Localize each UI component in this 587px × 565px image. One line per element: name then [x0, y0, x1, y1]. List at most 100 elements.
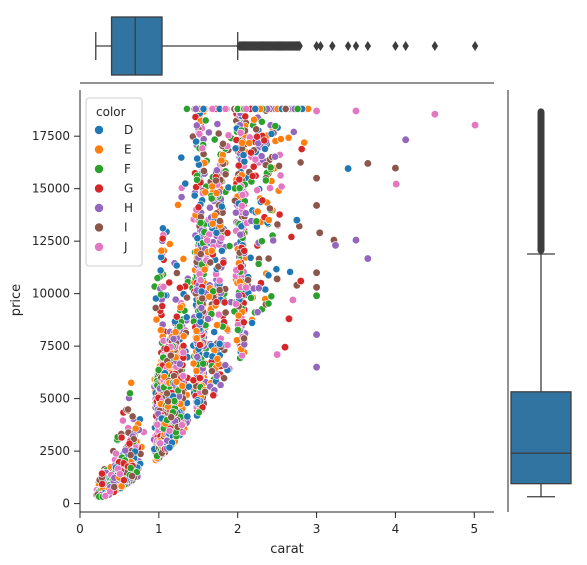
scatter-point [215, 217, 224, 225]
scatter-point [253, 186, 262, 195]
scatter-point [312, 174, 321, 183]
scatter-point [192, 366, 201, 375]
scatter-point [284, 314, 294, 323]
scatter-point [152, 315, 161, 324]
scatter-point [182, 313, 191, 322]
scatter-point [223, 228, 232, 237]
scatter-point [171, 328, 180, 337]
y-tick-label: 12500 [32, 234, 70, 248]
scatter-point [116, 469, 124, 478]
scatter-point [208, 219, 217, 228]
scatter-point [205, 203, 214, 212]
scatter-point [189, 359, 198, 368]
scatter-point [261, 144, 269, 153]
scatter-point [249, 162, 258, 171]
scatter-point [264, 271, 273, 280]
scatter-point [175, 322, 184, 331]
scatter-point [172, 261, 181, 270]
scatter-point [124, 405, 132, 414]
scatter-point [272, 265, 281, 274]
scatter-point [172, 377, 181, 386]
scatter-point [183, 412, 192, 421]
scatter-point [165, 443, 174, 452]
scatter-point [261, 285, 270, 294]
scatter-point [300, 138, 309, 147]
scatter-point [200, 167, 208, 175]
scatter-point [193, 398, 202, 407]
scatter-point [179, 371, 188, 380]
scatter-point [253, 132, 261, 141]
scatter-point [272, 350, 282, 359]
scatter-point [182, 105, 191, 113]
scatter-point [264, 216, 273, 224]
scatter-point [193, 352, 202, 361]
scatter-point [251, 105, 260, 113]
scatter-point [287, 232, 296, 241]
y-tick-label: 15000 [32, 182, 70, 196]
scatter-point [264, 299, 273, 308]
scatter-point [234, 311, 243, 320]
scatter-point [276, 135, 285, 143]
scatter-point [164, 397, 172, 406]
scatter-point [178, 381, 187, 390]
scatter-point [275, 210, 284, 219]
scatter-point [172, 312, 181, 321]
top-box-outlier [317, 41, 324, 51]
scatter-point [179, 348, 188, 357]
scatter-point [195, 341, 204, 349]
scatter-point [165, 278, 174, 287]
scatter-point [215, 276, 224, 285]
scatter-point [196, 250, 205, 258]
scatter-point [225, 242, 234, 250]
scatter-point [203, 236, 212, 245]
top-box-outlier [344, 41, 352, 51]
scatter-point [266, 163, 275, 172]
scatter-point [351, 106, 361, 116]
scatter-point [177, 421, 186, 429]
scatter-point [207, 194, 216, 203]
scatter-point [159, 282, 168, 291]
scatter-point [166, 351, 175, 360]
scatter-point [351, 235, 361, 245]
scatter-point [192, 334, 201, 343]
scatter-point [127, 378, 136, 387]
scatter-point [179, 254, 188, 263]
scatter-point [241, 112, 250, 121]
scatter-point [153, 274, 162, 282]
marginal-boxplot-y [507, 90, 572, 512]
scatter-point [261, 176, 270, 185]
y-tick-label: 0 [62, 497, 70, 511]
y-tick-label: 10000 [32, 287, 70, 301]
scatter-point [171, 295, 180, 304]
scatter-point [312, 291, 321, 300]
scatter-point [296, 158, 305, 167]
scatter-point [110, 483, 119, 491]
x-tick-label: 5 [470, 522, 478, 536]
x-tick-label: 4 [392, 522, 400, 536]
scatter-point [238, 138, 247, 147]
scatter-point [277, 182, 286, 191]
scatter-point [179, 341, 188, 350]
scatter-point [117, 433, 126, 442]
scatter-point [197, 303, 206, 312]
y-tick-label: 17500 [32, 129, 70, 143]
scatter-point [280, 343, 290, 352]
scatter-point [201, 387, 209, 396]
scatter-point [296, 276, 305, 286]
scatter-point [157, 246, 166, 255]
scatter-point [192, 137, 200, 146]
scatter-point [265, 204, 274, 213]
scatter-point [154, 365, 163, 374]
scatter-point [221, 308, 230, 317]
scatter-point [119, 416, 127, 425]
legend-title: color [96, 105, 126, 119]
scatter-point [157, 253, 165, 262]
scatter-point [179, 332, 188, 341]
scatter-point [204, 128, 213, 137]
scatter-point [286, 267, 294, 276]
scatter-point [189, 376, 198, 385]
right-box-outliers [537, 108, 545, 254]
scatter-point [167, 413, 176, 422]
legend-marker-E [94, 144, 104, 155]
